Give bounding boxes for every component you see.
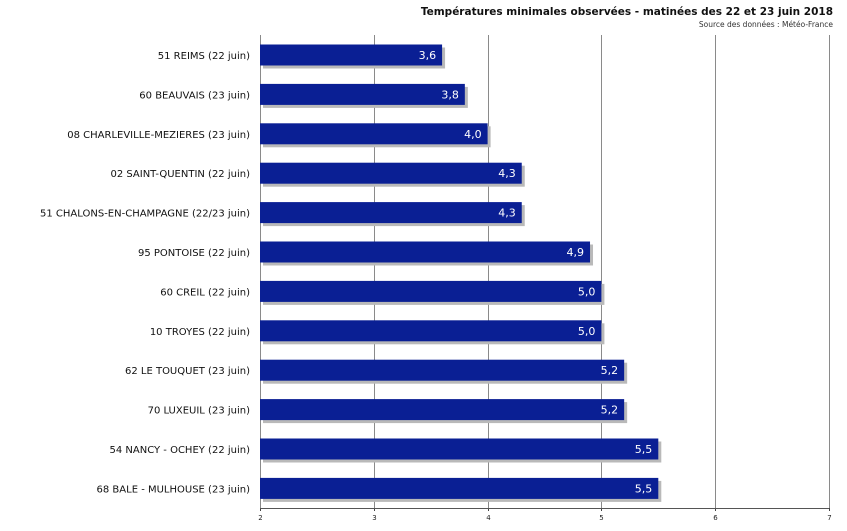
data-label: 4,9 [567,246,585,259]
category-label: 70 LUXEUIL (23 juin) [148,406,251,417]
x-tick-label: 6 [713,514,718,522]
bar [260,320,602,342]
data-label: 5,0 [578,325,596,338]
data-label: 3,6 [419,49,437,62]
bar [260,83,465,105]
bar [260,438,659,460]
chart-subtitle: Source des données : Météo-France [698,20,833,29]
category-label: 62 LE TOUQUET (23 juin) [125,366,250,377]
category-label: 10 TROYES (22 juin) [150,327,250,338]
bar [260,202,522,224]
data-label: 5,2 [601,404,619,417]
bar [260,123,488,145]
x-tick-label: 2 [258,514,262,522]
category-label: 08 CHARLEVILLE-MEZIERES (23 juin) [67,130,250,141]
x-tick-label: 7 [827,514,831,522]
bar [260,359,625,381]
data-label: 4,0 [464,128,482,141]
category-label: 68 BALE - MULHOUSE (23 juin) [97,484,251,495]
data-label: 5,5 [635,443,653,456]
data-label: 4,3 [498,167,516,180]
category-label: 60 CREIL (22 juin) [160,287,250,298]
x-tick-label: 3 [372,514,376,522]
chart-title: Températures minimales observées - matin… [420,6,833,18]
data-label: 5,0 [578,285,596,298]
bar [260,241,591,263]
category-label: 60 BEAUVAIS (23 juin) [139,90,250,101]
category-label: 51 CHALONS-EN-CHAMPAGNE (22/23 juin) [40,209,250,220]
bar [260,399,625,421]
data-label: 3,8 [441,88,459,101]
bar [260,477,659,499]
data-label: 5,2 [601,364,619,377]
category-label: 54 NANCY - OCHEY (22 juin) [109,445,250,456]
bar [260,280,602,302]
x-tick-label: 5 [599,514,603,522]
category-label: 51 REIMS (22 juin) [158,51,250,62]
category-label: 95 PONTOISE (22 juin) [138,248,250,259]
x-tick-label: 4 [486,514,491,522]
bar [260,162,522,184]
bar [260,44,443,66]
data-label: 5,5 [635,482,653,495]
category-label: 02 SAINT-QUENTIN (22 juin) [110,169,250,180]
data-label: 4,3 [498,207,516,220]
